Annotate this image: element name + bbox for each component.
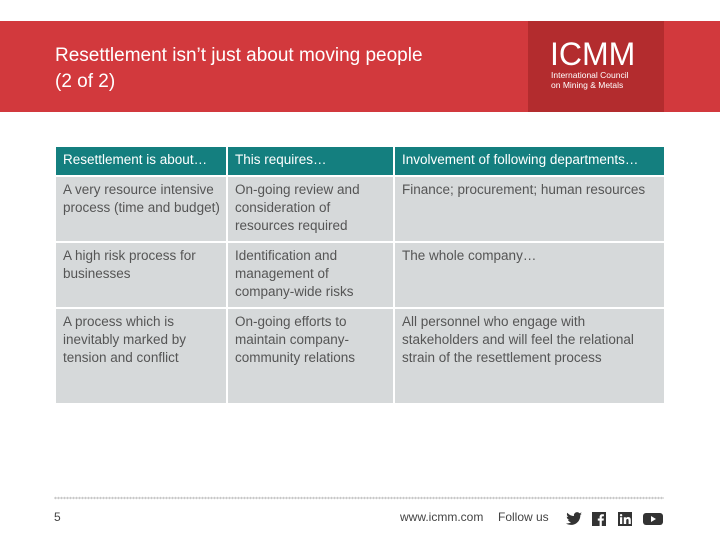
- logo-subtitle-line2: on Mining & Metals: [551, 80, 624, 90]
- twitter-icon[interactable]: [566, 512, 582, 526]
- table-row: A very resource intensive process (time …: [54, 175, 666, 243]
- table-cell: A very resource intensive process (time …: [54, 175, 228, 243]
- icmm-logo: [528, 21, 664, 112]
- page-number: 5: [54, 510, 61, 524]
- table-cell: Identification and management of company…: [226, 241, 395, 309]
- page-title-line2: (2 of 2): [55, 71, 116, 92]
- logo-subtitle-line1: International Council: [551, 70, 629, 80]
- youtube-icon[interactable]: [642, 512, 664, 526]
- table-cell: Finance; procurement; human resources: [393, 175, 666, 243]
- website-link[interactable]: www.icmm.com: [400, 510, 484, 524]
- page-title: Resettlement isn’t just about moving peo…: [55, 43, 495, 95]
- table-header-row: Resettlement is about… This requires… In…: [54, 145, 666, 177]
- table-cell: A process which is inevitably marked by …: [54, 307, 228, 405]
- table-cell: A high risk process for businesses: [54, 241, 228, 309]
- page-title-line1: Resettlement isn’t just about moving peo…: [55, 45, 423, 66]
- table-header-cell: Involvement of following departments…: [393, 145, 666, 177]
- resettlement-table: Resettlement is about… This requires… In…: [54, 145, 666, 405]
- follow-us-label: Follow us: [498, 510, 549, 524]
- logo-wordmark: ICMM: [550, 36, 636, 72]
- table-cell: All personnel who engage with stakeholde…: [393, 307, 666, 405]
- linkedin-icon[interactable]: [617, 512, 633, 526]
- footer-divider: [54, 496, 664, 500]
- table-cell: On-going review and consideration of res…: [226, 175, 395, 243]
- facebook-icon[interactable]: [591, 512, 607, 526]
- table-cell: On-going efforts to maintain company-com…: [226, 307, 395, 405]
- table-row: A high risk process for businesses Ident…: [54, 241, 666, 309]
- table-header-cell: This requires…: [226, 145, 395, 177]
- table-cell: The whole company…: [393, 241, 666, 309]
- table-header-cell: Resettlement is about…: [54, 145, 228, 177]
- logo-subtitle: International Council on Mining & Metals: [551, 70, 629, 90]
- table-row: A process which is inevitably marked by …: [54, 307, 666, 405]
